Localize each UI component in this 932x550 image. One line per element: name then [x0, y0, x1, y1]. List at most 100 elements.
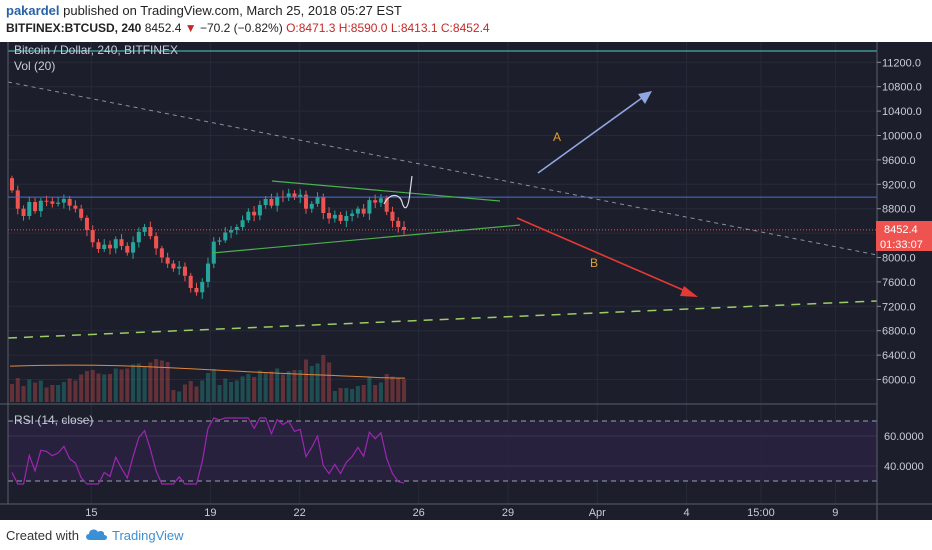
volume-bar-46 — [275, 368, 280, 402]
time-tick-label-3: 26 — [413, 507, 425, 519]
tradingview-logo-icon[interactable] — [84, 526, 108, 542]
volume-bar-11 — [73, 380, 78, 402]
volume-bar-45 — [269, 371, 274, 402]
time-tick-label-2: 22 — [294, 507, 306, 519]
candle-body-16 — [102, 244, 107, 249]
volume-bar-64 — [378, 382, 383, 402]
volume-bar-58 — [344, 388, 349, 402]
legend-vol: Vol (20) — [14, 59, 55, 73]
volume-bar-59 — [350, 389, 355, 402]
candle-body-31 — [188, 275, 193, 288]
down-triangle-icon: ▼ — [184, 21, 197, 35]
candle-body-65 — [384, 198, 389, 212]
volume-bar-26 — [159, 360, 164, 402]
volume-bar-63 — [373, 385, 378, 402]
volume-bar-43 — [257, 370, 262, 402]
axes: 11200.0 10800.0 10400.0 10000.0 9600.0 9200.0… — [0, 42, 932, 520]
volume-bar-29 — [177, 391, 182, 402]
candle-body-59 — [350, 213, 355, 217]
volume-bar-32 — [194, 386, 199, 402]
volume-bar-44 — [263, 373, 268, 402]
candle-body-43 — [257, 205, 262, 216]
candle-body-51 — [303, 194, 309, 209]
candle-body-61 — [361, 208, 366, 214]
projected-price-path — [383, 175, 413, 209]
rsi-tick-label-0: 60.0000 — [884, 431, 924, 443]
candle-body-17 — [107, 244, 113, 249]
volume-bar-16 — [102, 374, 107, 402]
volume-ma-line — [9, 364, 406, 379]
candle-body-42 — [252, 211, 257, 216]
candle-body-29 — [177, 266, 182, 269]
volume-bar-66 — [390, 376, 395, 402]
candle-body-63 — [373, 200, 378, 203]
volume-bar-60 — [355, 386, 360, 402]
volume-bar-39 — [234, 380, 239, 402]
candle-body-64 — [378, 198, 383, 203]
time-tick-label-7: 15:00 — [747, 507, 775, 519]
candle-body-19 — [119, 239, 124, 246]
price-tick-label-3: 10000.0 — [882, 131, 922, 143]
price-tick-label-12: 6400.0 — [882, 350, 916, 362]
volume-bar-15 — [96, 373, 101, 402]
candle-body-44 — [263, 198, 268, 206]
candle-body-48 — [286, 193, 291, 198]
ohlc-line: BITFINEX:BTCUSD, 240 8452.4 ▼ −70.2 (−0.… — [6, 21, 490, 35]
volume-bar-5 — [38, 380, 43, 402]
candle-body-18 — [113, 239, 118, 249]
candle-body-39 — [234, 227, 239, 231]
volume-pane — [9, 355, 407, 402]
volume-bar-4 — [33, 382, 38, 402]
candle-body-40 — [240, 220, 245, 227]
candle-body-60 — [355, 208, 360, 214]
candle-body-53 — [315, 197, 320, 204]
volume-bar-17 — [107, 374, 113, 402]
candle-body-58 — [344, 216, 349, 221]
publisher-name[interactable]: pakardel — [6, 3, 60, 18]
candle-body-32 — [194, 288, 199, 293]
candles — [9, 175, 407, 299]
published-text: published on TradingView.com, March 25, … — [63, 3, 402, 18]
price-chart-svg[interactable]: 11200.0 10800.0 10400.0 10000.0 9600.0 9200.0… — [0, 42, 932, 520]
candle-body-27 — [165, 257, 170, 264]
chart-area[interactable]: 11200.0 10800.0 10400.0 10000.0 9600.0 9200.0… — [0, 42, 932, 520]
candle-body-45 — [269, 198, 274, 206]
volume-bar-47 — [280, 374, 285, 402]
legend-title: Bitcoin / Dollar, 240, BITFINEX — [14, 43, 178, 57]
volume-bar-6 — [44, 387, 49, 402]
price-tick-label-4: 9600.0 — [882, 155, 916, 167]
descending-trendline — [7, 81, 878, 256]
volume-bar-28 — [171, 390, 176, 402]
time-tick-label-0: 15 — [85, 507, 97, 519]
rsi-tick-label-1: 40.0000 — [884, 461, 924, 473]
volume-bar-12 — [79, 374, 84, 402]
price-tick-label-10: 7200.0 — [882, 301, 916, 313]
candle-body-67 — [396, 220, 401, 227]
time-tick-label-6: 4 — [683, 507, 689, 519]
candle-body-68 — [401, 227, 407, 230]
volume-bar-38 — [229, 382, 234, 402]
volume-bar-20 — [125, 368, 130, 402]
volume-bar-62 — [367, 377, 372, 402]
candle-body-11 — [73, 205, 78, 209]
candle-body-57 — [338, 214, 343, 221]
volume-bar-49 — [292, 370, 297, 402]
candle-body-41 — [246, 211, 251, 221]
chart-header: pakardel published on TradingView.com, M… — [0, 0, 932, 42]
ohlc-close: C:8452.4 — [440, 21, 490, 35]
price-tick-label-2: 10400.0 — [882, 106, 922, 118]
volume-bar-8 — [56, 385, 61, 402]
candle-body-15 — [96, 242, 101, 249]
volume-bar-54 — [321, 355, 326, 402]
price-tick-label-5: 9200.0 — [882, 179, 916, 191]
created-with-text: Created with — [6, 528, 79, 543]
candle-body-22 — [136, 231, 141, 243]
candle-body-9 — [61, 198, 66, 203]
price-tick-label-0: 11200.0 — [882, 57, 921, 69]
drawings — [7, 50, 878, 339]
volume-bar-0 — [9, 384, 15, 402]
price-tick-label-11: 6800.0 — [882, 326, 916, 338]
tradingview-brand[interactable]: TradingView — [112, 528, 184, 543]
candle-body-34 — [205, 263, 211, 282]
price-tick-label-6: 8800.0 — [882, 204, 916, 216]
